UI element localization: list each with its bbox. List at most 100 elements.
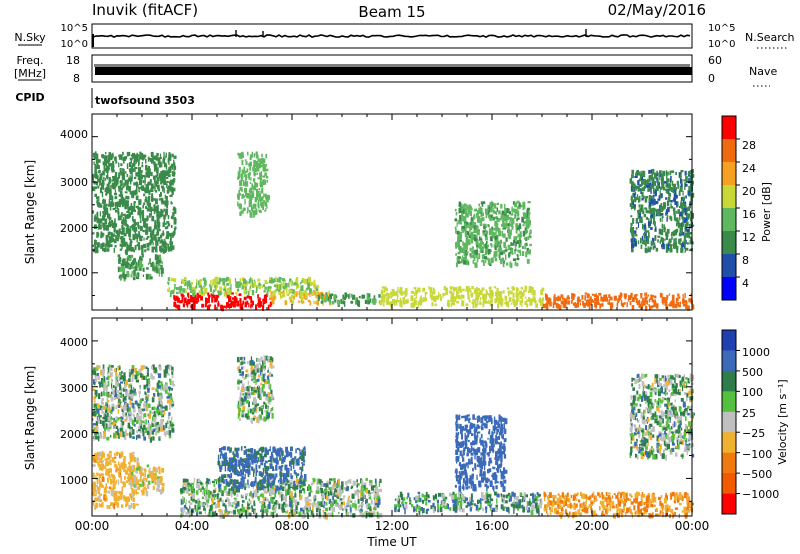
power-cell-r0 — [94, 186, 98, 189]
power-cell-r0 — [157, 188, 160, 192]
power-cell-r8 — [470, 254, 474, 259]
power-cell-r8 — [518, 225, 522, 229]
power-cell-r9 — [676, 297, 679, 301]
power-cell-r0 — [96, 211, 99, 217]
power-cell-r9 — [676, 302, 680, 306]
power-cell-r0 — [156, 184, 160, 190]
power-cell-r0 — [160, 213, 163, 218]
power-cell-r10 — [679, 177, 682, 184]
power-cell-r0 — [108, 216, 112, 221]
velocity-cell-r1 — [99, 499, 103, 502]
power-cell-r4 — [253, 211, 256, 218]
power-cell-r0 — [120, 231, 124, 235]
velocity-cell-r0 — [112, 421, 116, 426]
velocity-cell-r1 — [112, 487, 116, 490]
velocity-cell-r0 — [116, 376, 118, 380]
power-cell-r7 — [404, 290, 407, 294]
power-cell-r10 — [664, 238, 666, 241]
velocity-cell-r1 — [117, 495, 121, 501]
velocity-cell-r0 — [117, 409, 120, 414]
power-cell-r10 — [631, 174, 634, 178]
velocity-cell-r0 — [110, 420, 112, 424]
power-cell-r10 — [665, 209, 669, 215]
velocity-cell-r0 — [130, 398, 133, 401]
power-cell-r7 — [504, 301, 506, 305]
power-cell-r3 — [253, 282, 256, 288]
power-cell-r0 — [108, 231, 111, 235]
power-cell-r7 — [452, 292, 455, 295]
power-cell-r4 — [251, 190, 254, 195]
velocity-cell-r0 — [102, 375, 105, 378]
power-cell-r5 — [294, 291, 297, 297]
power-cell-r0 — [148, 172, 150, 178]
power-cell-r9 — [640, 293, 643, 299]
power-cell-r8 — [474, 234, 476, 240]
power-cell-r4 — [252, 164, 256, 169]
power-cell-r7 — [454, 287, 458, 291]
power-cell-r10 — [690, 236, 692, 243]
power-colorbar-label: Power [dB] — [760, 182, 773, 242]
power-cell-r9 — [670, 301, 672, 306]
velocity-cell-r0 — [96, 429, 98, 434]
power-cell-r7 — [424, 292, 428, 295]
power-cell-r0 — [122, 168, 124, 172]
power-cell-r7 — [411, 297, 413, 302]
power-cell-r3 — [251, 280, 253, 284]
power-cell-r10 — [657, 180, 659, 185]
power-cell-r4 — [246, 210, 249, 214]
power-cell-r4 — [241, 169, 244, 174]
power-cell-r7 — [456, 292, 460, 295]
velocity-cell-r2 — [140, 471, 142, 477]
power-cell-r8 — [526, 216, 530, 222]
power-cell-r3 — [234, 278, 237, 282]
velocity-cell-r0 — [153, 410, 156, 416]
power-cell-r2 — [207, 292, 209, 295]
power-cell-r10 — [661, 181, 663, 187]
velocity-cell-r1 — [123, 495, 125, 502]
power-cell-r0 — [154, 180, 157, 186]
power-cell-r8 — [467, 213, 469, 218]
power-cell-r9 — [645, 296, 648, 300]
velocity-cell-r0 — [147, 368, 149, 373]
velocity-cell-r0 — [128, 384, 131, 387]
power-cell-r0 — [151, 157, 155, 160]
velocity-cell-r0 — [122, 387, 126, 392]
power-cell-r0 — [163, 187, 165, 194]
power-cell-r8 — [524, 212, 527, 219]
power-cell-r0 — [118, 194, 121, 197]
velocity-cell-r0 — [94, 379, 98, 383]
velocity-cell-r0 — [138, 368, 142, 374]
power-cell-r0 — [124, 220, 127, 225]
power-cell-r3 — [283, 279, 286, 283]
power-cell-r8 — [489, 236, 493, 241]
power-cell-r7 — [488, 292, 491, 297]
power-cell-r4 — [264, 204, 268, 207]
velocity-cell-r0 — [171, 424, 175, 427]
power-cell-r4 — [257, 177, 261, 180]
power-cell-r8 — [507, 244, 511, 251]
power-cell-r10 — [674, 218, 678, 222]
power-cell-r7 — [380, 292, 383, 295]
velocity-cell-r0 — [159, 364, 161, 367]
power-cell-r3 — [313, 283, 316, 288]
power-cell-r10 — [637, 222, 640, 228]
power-cell-r8 — [477, 210, 480, 214]
power-cell-r8 — [466, 222, 469, 225]
power-cell-r3 — [215, 287, 218, 291]
velocity-cell-r0 — [161, 406, 165, 409]
power-cell-r10 — [680, 183, 683, 188]
velocity-cell-r0 — [113, 419, 115, 422]
velocity-cell-r1 — [101, 463, 104, 469]
velocity-cell-r0 — [146, 384, 148, 388]
power-cell-r1 — [138, 264, 141, 268]
velocity-cell-r1 — [97, 461, 100, 466]
power-cell-r0 — [129, 175, 131, 180]
power-cell-r7 — [385, 289, 388, 292]
power-cell-r8 — [516, 218, 518, 222]
power-cell-r6 — [351, 293, 353, 298]
power-cell-r0 — [125, 241, 128, 246]
power-cell-r10 — [685, 239, 687, 244]
velocity-cell-r0 — [159, 398, 162, 405]
power-cell-r4 — [257, 167, 260, 172]
power-cell-r0 — [163, 245, 166, 249]
